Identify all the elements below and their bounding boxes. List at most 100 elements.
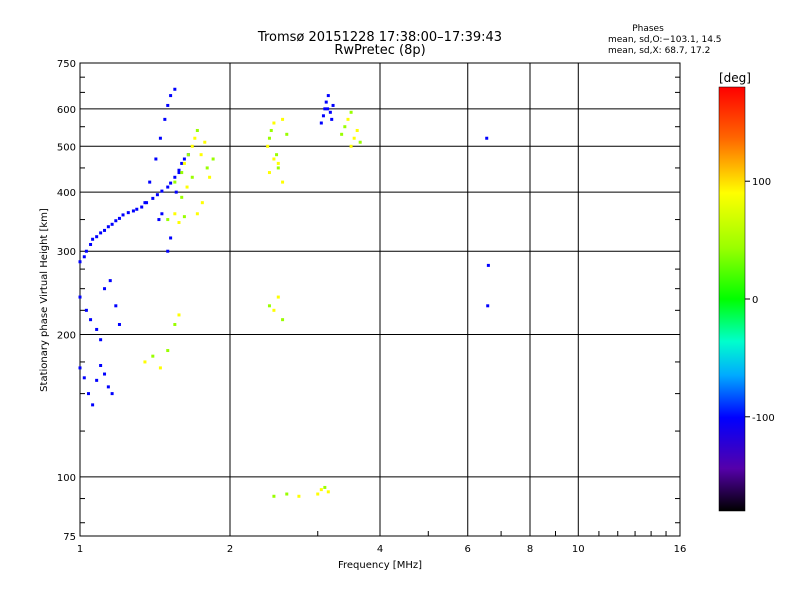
y-tick-label: 500: [57, 142, 76, 153]
data-point-x: [211, 157, 215, 161]
data-point-o: [103, 372, 107, 376]
phases-info-title: Phases: [632, 24, 664, 34]
data-point-o: [157, 218, 161, 222]
data-point-x: [272, 157, 276, 161]
data-point-o: [158, 136, 162, 140]
data-point-o: [177, 171, 181, 175]
data-point-o: [154, 157, 158, 161]
data-point-x: [195, 128, 199, 132]
data-point-o: [82, 376, 86, 380]
data-point-x: [326, 490, 330, 494]
data-point-x: [272, 308, 276, 312]
data-point-x: [151, 354, 155, 358]
data-point-x: [199, 153, 203, 157]
data-point-o: [108, 279, 112, 283]
data-point-x: [285, 132, 289, 136]
data-point-x: [267, 171, 271, 175]
data-point-x: [281, 117, 285, 121]
data-point-o: [169, 236, 173, 240]
data-point-x: [180, 195, 184, 199]
data-point-o: [485, 136, 489, 140]
data-point-x: [166, 349, 170, 353]
data-point-o: [328, 110, 332, 114]
data-point-x: [349, 110, 353, 114]
y-tick-label: 300: [57, 247, 76, 258]
data-point-x: [319, 488, 323, 492]
phases-info-x: mean, sd,X: 68.7, 17.2: [608, 46, 710, 56]
phases-info-o: mean, sd,O:−103.1, 14.5: [608, 35, 722, 45]
plot-area: 1 2 4 6 8 10 16 75 100 200 300 400 500 600 750: [57, 59, 686, 555]
data-point-o: [117, 216, 121, 220]
y-tick-label: 200: [57, 331, 76, 342]
data-point-o: [82, 255, 86, 259]
y-axis-label: Stationary phase Virtual Height [km]: [39, 208, 50, 392]
data-point-o: [173, 175, 177, 179]
data-point-x: [355, 128, 359, 132]
data-point-x: [190, 144, 194, 148]
x-axis-label: Frequency [MHz]: [338, 560, 422, 571]
data-point-x: [195, 212, 199, 216]
data-point-o: [182, 157, 186, 161]
data-point-o: [89, 242, 93, 246]
data-point-o: [180, 161, 184, 165]
data-point-x: [267, 304, 271, 308]
data-point-x: [281, 318, 285, 322]
data-point-o: [86, 392, 90, 396]
data-point-o: [99, 231, 103, 235]
data-point-o: [103, 228, 107, 232]
data-point-x: [193, 136, 197, 140]
data-point-x: [358, 140, 362, 144]
colorbar-gradient: [718, 86, 746, 512]
data-point-x: [281, 180, 285, 184]
data-point-x: [143, 360, 147, 364]
data-point-o: [319, 121, 323, 125]
data-point-x: [173, 212, 177, 216]
data-point-o: [326, 94, 330, 98]
data-point-o: [169, 94, 173, 98]
data-point-o: [84, 308, 88, 312]
data-point-o: [114, 219, 118, 223]
data-point-o: [99, 338, 103, 342]
colorbar-tick-label: 0: [752, 295, 758, 306]
data-point-o: [140, 205, 144, 209]
data-point-x: [323, 485, 327, 489]
data-point-x: [177, 221, 181, 225]
data-point-x: [275, 153, 279, 157]
data-point-x: [180, 171, 184, 175]
data-point-o: [95, 235, 99, 239]
data-point-o: [177, 168, 181, 172]
data-point-x: [173, 180, 177, 184]
data-point-o: [323, 107, 327, 111]
data-point-x: [200, 201, 204, 205]
data-point-x: [349, 144, 353, 148]
data-point-x: [276, 161, 280, 165]
data-point-x: [205, 166, 209, 170]
data-point-o: [91, 403, 95, 407]
data-point-x: [186, 153, 190, 157]
data-point-o: [106, 385, 110, 389]
data-point-x: [173, 322, 177, 326]
data-point-x: [285, 492, 289, 496]
data-point-o: [166, 103, 170, 107]
data-point-x: [276, 166, 280, 170]
data-point-x: [346, 117, 350, 121]
data-point-o: [151, 196, 155, 200]
data-point-x: [276, 295, 280, 299]
y-ticks: 75 100 200 300 400 500 600 750: [57, 59, 680, 543]
y-tick-label: 100: [57, 473, 76, 484]
grid: [80, 63, 680, 536]
data-point-o: [78, 295, 82, 299]
data-point-x: [316, 492, 320, 496]
data-point-o: [135, 207, 139, 211]
data-point-o: [148, 180, 152, 184]
y-tick-label: 75: [63, 532, 76, 543]
data-point-o: [143, 201, 147, 205]
data-point-x: [203, 140, 207, 144]
data-point-o: [110, 222, 114, 226]
x-ticks: 1 2 4 6 8 10 16: [77, 531, 686, 555]
data-point-o: [321, 114, 325, 118]
data-point-o: [173, 87, 177, 91]
data-point-x: [182, 161, 186, 165]
data-point-o: [486, 304, 490, 308]
data-point-o: [114, 304, 118, 308]
